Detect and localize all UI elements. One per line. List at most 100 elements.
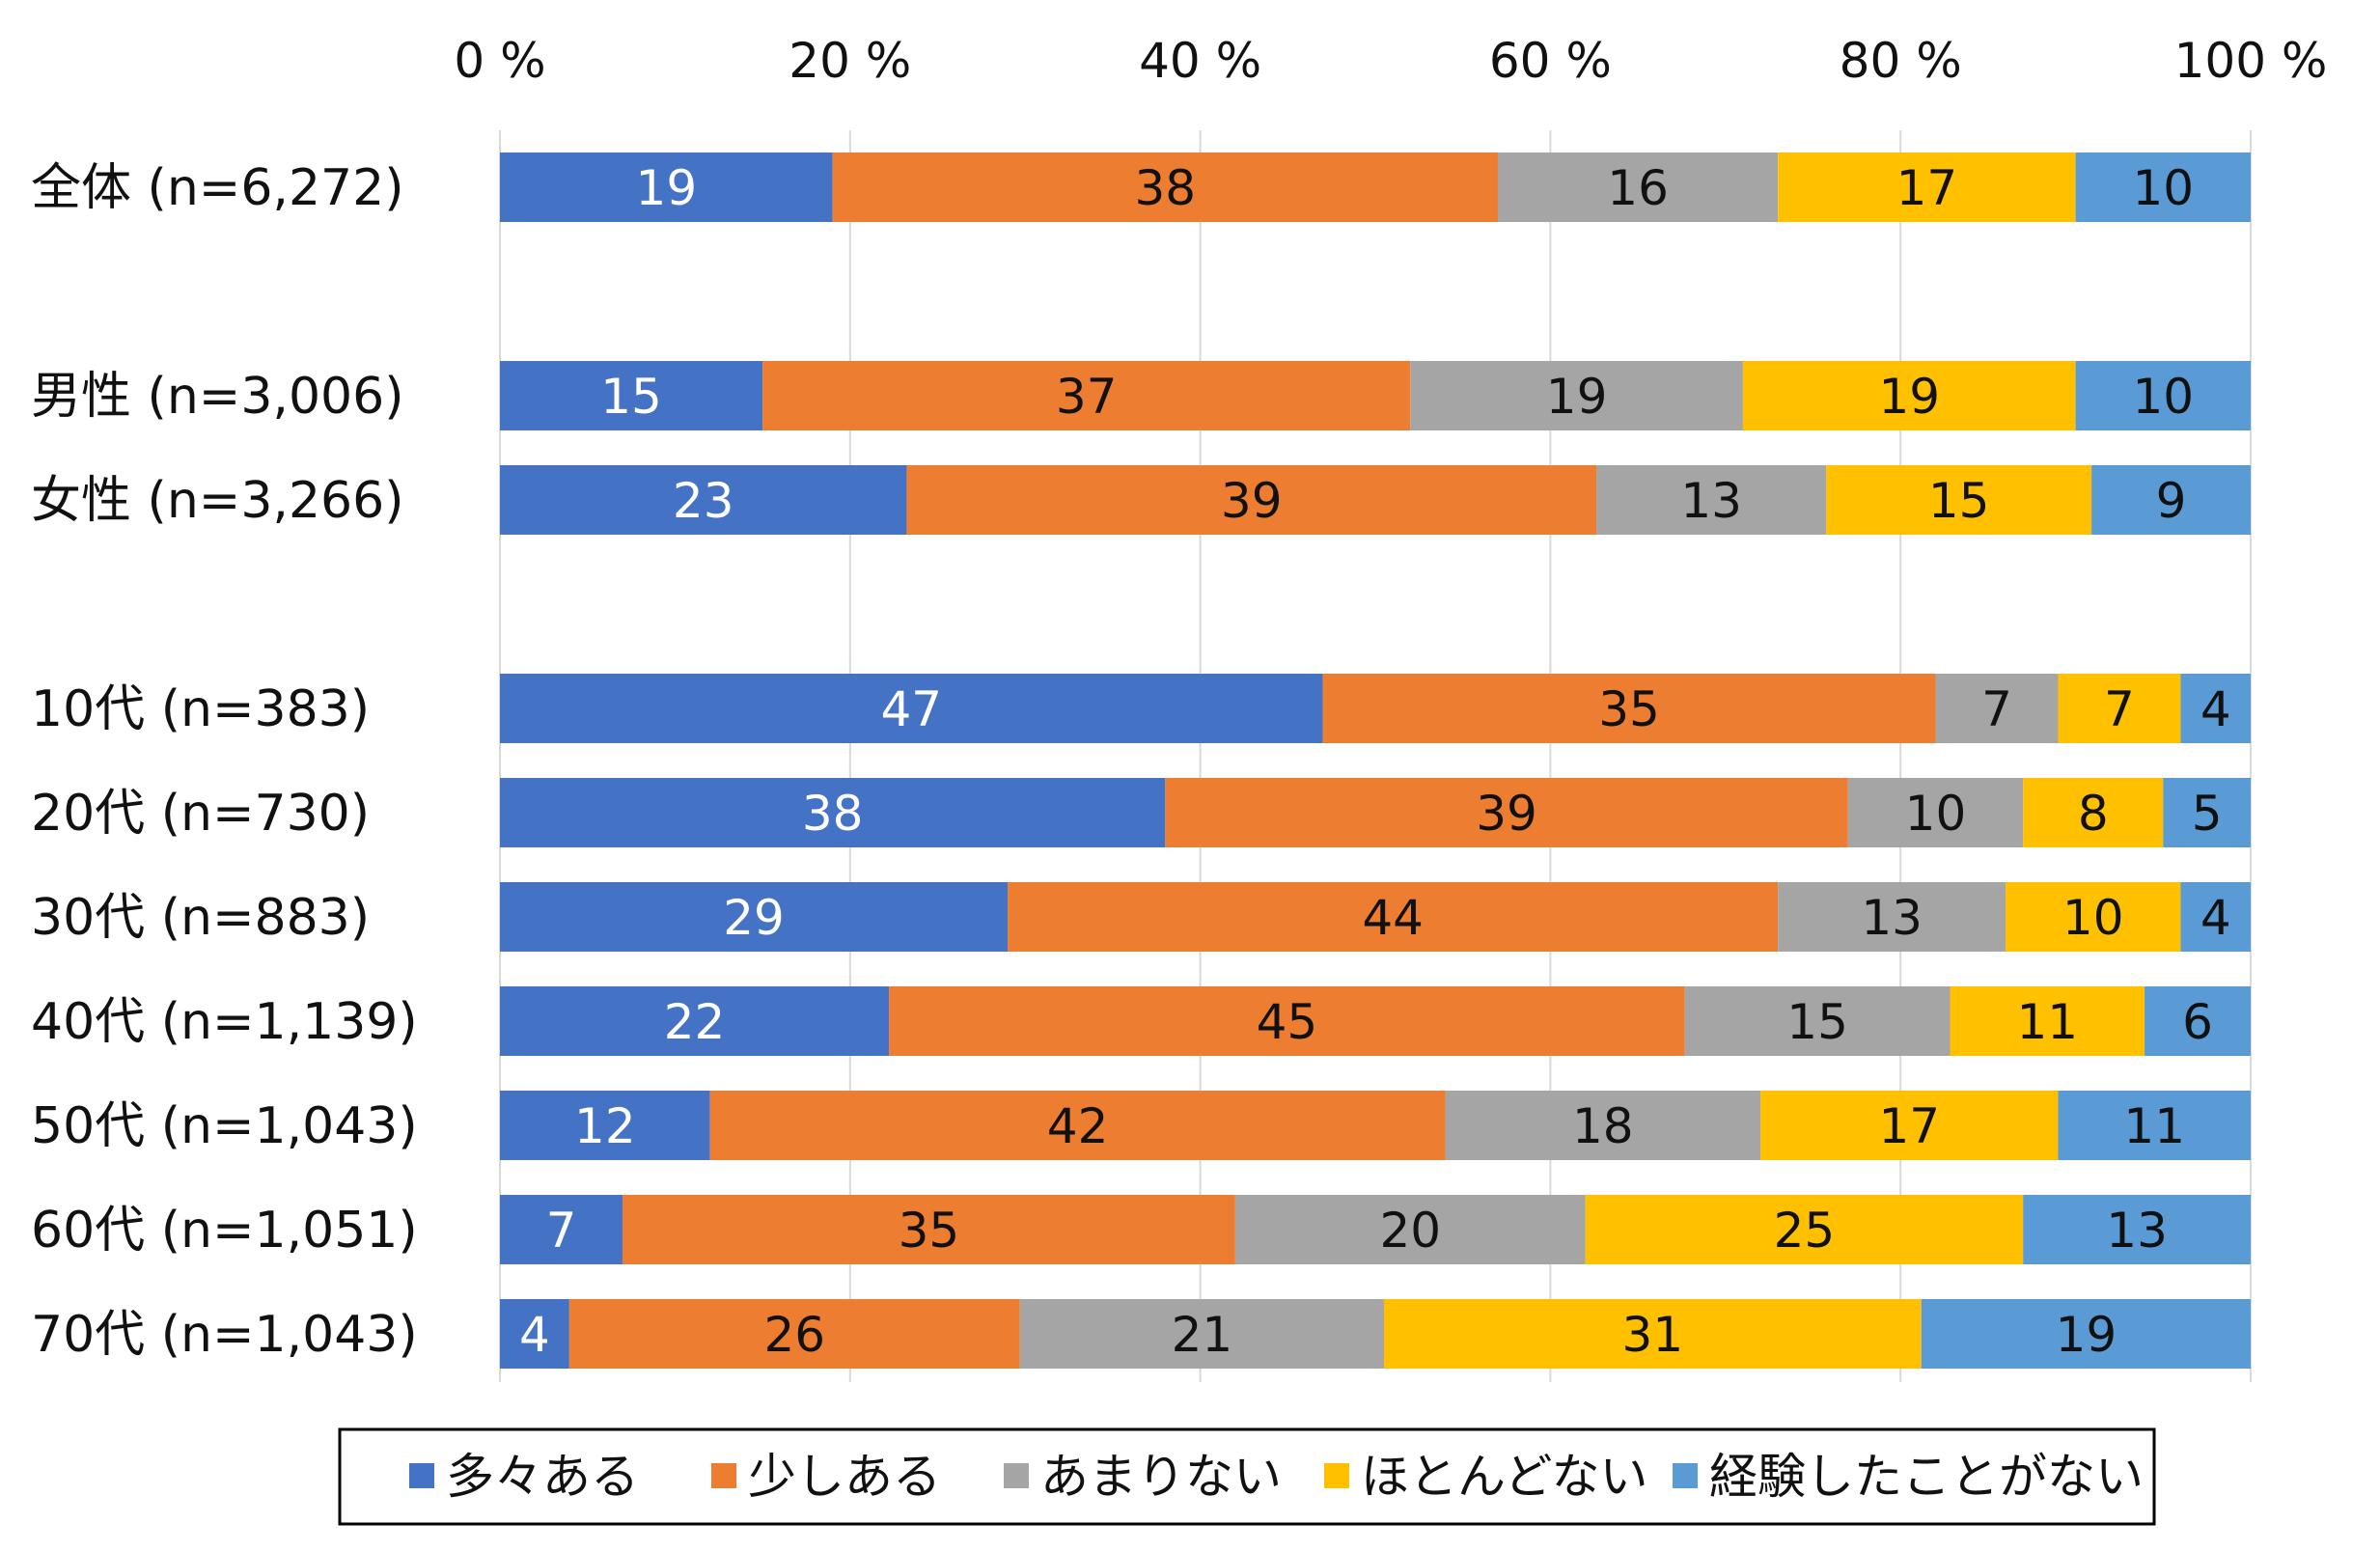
data-label: 17 [1878,1098,1940,1154]
bar-segment [1497,152,1779,222]
data-label: 5 [2192,786,2223,842]
bar-segment [2075,152,2251,222]
data-label: 4 [519,1307,550,1363]
bar-segment [1585,1195,2024,1264]
data-label: 10 [2132,369,2194,425]
bar-segment [500,465,907,535]
bar-segment [2163,778,2251,847]
bar-segment [500,882,1009,952]
bar-segment [1826,465,2092,535]
category-label: 40代 (n=1,139) [31,993,418,1051]
data-label: 13 [1680,473,1742,529]
legend-swatch [711,1463,736,1488]
data-label: 10 [2062,890,2124,946]
data-label: 42 [1047,1098,1109,1154]
category-label: 30代 (n=883) [31,889,370,947]
bar-segment [1778,882,2006,952]
bar-segment [2058,1091,2251,1160]
bar-segment [1742,361,2076,430]
legend-label: 少しある [748,1449,941,1505]
data-label: 39 [1476,786,1537,842]
data-label: 10 [1905,786,1967,842]
data-label: 20 [1379,1203,1441,1259]
x-tick-label: 0 % [454,33,545,89]
bar-segment [500,361,763,430]
data-label: 13 [2106,1203,2168,1259]
legend-items: 多々ある 少しある あまりない ほとんどない 経験したことがない [409,1449,2144,1505]
bar-segment [1950,986,2145,1056]
data-label: 8 [2078,786,2109,842]
bar-segment [1684,986,1951,1056]
data-label: 35 [899,1203,960,1259]
data-label: 13 [1861,890,1923,946]
data-label: 6 [2182,994,2213,1050]
bar-segment [1921,1299,2251,1369]
x-axis-ticks: 0 % 20 % 40 % 60 % 80 % 100 % [454,33,2327,89]
data-label: 11 [2123,1098,2185,1154]
bar-segment [2091,465,2251,535]
x-tick-label: 40 % [1139,33,1261,89]
bar-segment [1008,882,1779,952]
data-label: 7 [546,1203,577,1259]
bar-segment [500,1299,569,1369]
bar-segment [500,778,1166,847]
category-label: 10代 (n=383) [31,680,370,738]
bar-segment [1778,152,2076,222]
data-label: 15 [1928,473,1990,529]
category-label: 60代 (n=1,051) [31,1202,418,1260]
x-tick-label: 100 % [2174,33,2328,89]
bar-segment [622,1195,1235,1264]
data-label: 44 [1362,890,1424,946]
bar-segment [1847,778,2024,847]
bar-segment [709,1091,1446,1160]
legend-label: あまりない [1040,1449,1282,1505]
data-label: 9 [2156,473,2187,529]
data-label: 38 [1135,160,1197,216]
category-label: 男性 (n=3,006) [31,368,404,426]
legend-swatch [1004,1463,1029,1488]
bar-segment [1760,1091,2059,1160]
category-labels: 全体 (n=6,272) 男性 (n=3,006) 女性 (n=3,266) 10代 … [31,159,418,1364]
data-label: 22 [664,994,726,1050]
bar-segment [500,986,890,1056]
bar-segment [500,1195,623,1264]
data-label: 31 [1622,1307,1684,1363]
category-label: 女性 (n=3,266) [31,472,404,530]
data-label: 45 [1257,994,1318,1050]
bar-segment [2180,882,2251,952]
bar-segment [2006,882,2181,952]
bar-segment [2145,986,2251,1056]
data-label: 38 [802,786,864,842]
legend-swatch [409,1463,434,1488]
category-label: 20代 (n=730) [31,785,370,843]
bar-segment [762,361,1411,430]
data-label: 4 [2200,890,2231,946]
bar-segment [500,1091,710,1160]
data-label: 37 [1056,369,1118,425]
bar-segment [1445,1091,1761,1160]
category-label: 50代 (n=1,043) [31,1097,418,1155]
legend-label: ほとんどない [1361,1449,1648,1505]
bar-segment [889,986,1685,1056]
data-label: 26 [764,1307,826,1363]
bar-segment [2180,674,2251,743]
data-label: 4 [2200,681,2231,737]
bar-segment [1165,778,1848,847]
category-label: 全体 (n=6,272) [31,159,404,217]
legend: 多々ある 少しある あまりない ほとんどない 経験したことがない [338,1427,2156,1526]
bar-segment [1383,1299,1922,1369]
data-label: 39 [1221,473,1283,529]
data-label: 11 [2016,994,2078,1050]
data-label: 18 [1572,1098,1634,1154]
x-tick-label: 80 % [1840,33,1962,89]
data-label: 47 [880,681,942,737]
category-label: 70代 (n=1,043) [31,1306,418,1364]
data-label: 35 [1598,681,1660,737]
data-label: 7 [1981,681,2012,737]
legend-label: 経験したことがない [1709,1449,2144,1505]
bar-segment [500,152,833,222]
x-tick-label: 60 % [1489,33,1612,89]
data-label: 15 [1786,994,1848,1050]
